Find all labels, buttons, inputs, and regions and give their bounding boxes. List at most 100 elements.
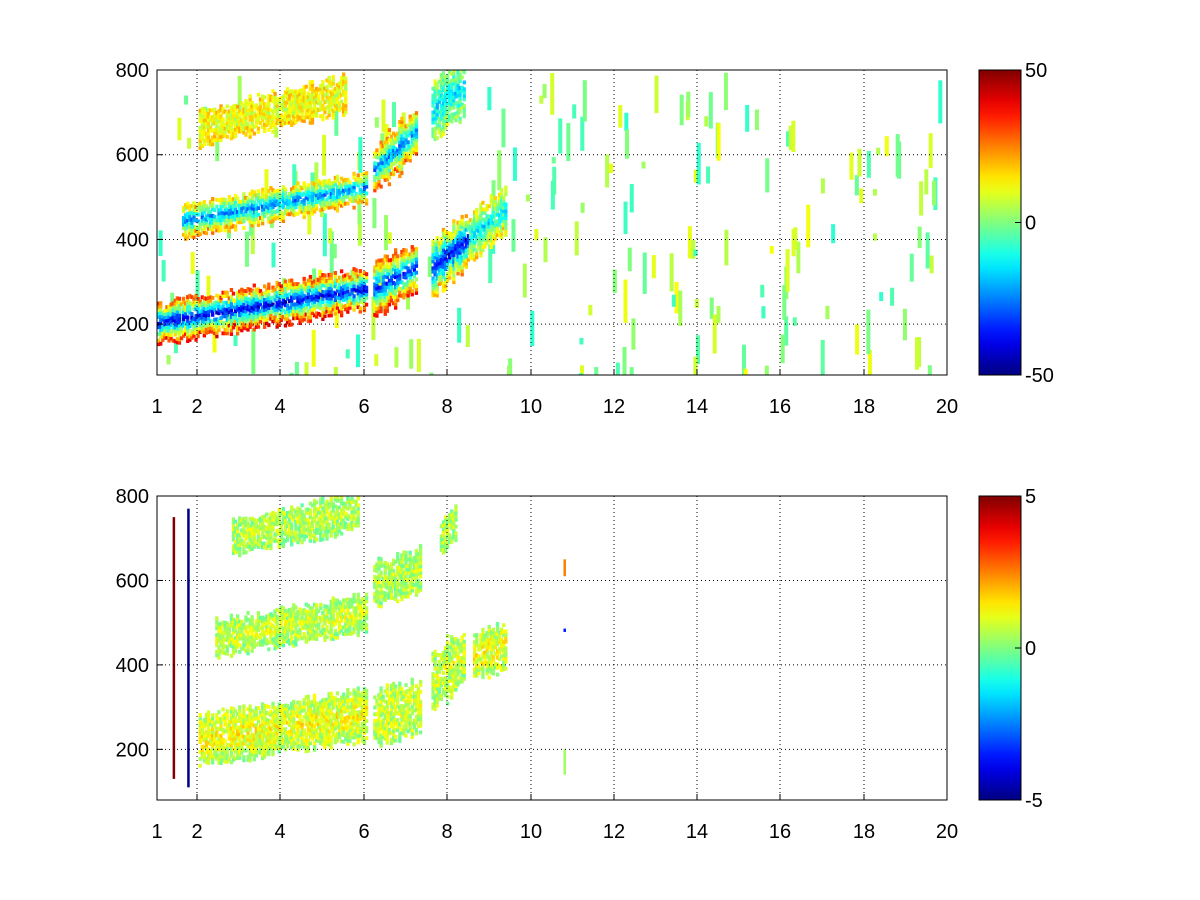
noise-cell — [876, 147, 881, 155]
band-4 — [373, 677, 423, 748]
band-2 — [181, 171, 369, 241]
noise-cell — [304, 362, 309, 375]
spike-3 — [563, 559, 566, 577]
noise-cell — [542, 83, 547, 99]
noise-cell — [215, 137, 220, 162]
noise-cell — [792, 317, 797, 326]
noise-cell — [631, 318, 636, 350]
noise-cell — [709, 297, 714, 319]
noise-cell — [244, 231, 249, 267]
noise-cell — [580, 202, 585, 213]
x-tick-label: 16 — [769, 821, 791, 843]
y-tick-label: 200 — [116, 314, 149, 336]
noise-cell — [579, 365, 584, 375]
noise-cell — [487, 87, 492, 111]
band-1 — [157, 267, 369, 347]
noise-cell — [806, 204, 811, 248]
noise-cell — [374, 354, 379, 366]
noise-cell — [866, 150, 871, 178]
x-tick-label: 4 — [274, 396, 285, 418]
noise-cell — [793, 227, 798, 250]
noise-cell — [357, 194, 362, 225]
noise-cell — [693, 356, 698, 375]
noise-cell — [716, 306, 721, 324]
spike-4 — [563, 628, 566, 632]
noise-cell — [679, 94, 684, 126]
noise-cell — [831, 224, 836, 244]
y-tick-label: 400 — [116, 655, 149, 677]
noise-cell — [550, 72, 555, 115]
x-tick-label: 8 — [441, 821, 452, 843]
noise-cell — [251, 328, 256, 374]
axes-box — [156, 495, 948, 801]
grid — [157, 495, 947, 800]
x-tick-label: 6 — [358, 821, 369, 843]
noise-cell — [902, 308, 907, 341]
noise-cell — [184, 95, 189, 105]
noise-cell — [530, 310, 535, 347]
colorbar-tick-label: 5 — [1025, 486, 1036, 508]
noise-cell — [693, 249, 698, 257]
x-tick-label: 18 — [853, 396, 875, 418]
noise-cell — [704, 116, 709, 127]
x-tick-label: 12 — [603, 396, 625, 418]
band-7 — [431, 70, 466, 141]
noise-cell — [391, 102, 396, 128]
noise-cell — [761, 306, 766, 319]
noise-cell — [854, 175, 859, 196]
noise-cell — [612, 269, 617, 293]
noise-cell — [264, 169, 269, 212]
noise-cell — [526, 194, 531, 202]
x-tick-label: 1 — [151, 396, 162, 418]
noise-cell — [764, 365, 769, 375]
noise-cell — [917, 337, 922, 367]
noise-cell — [618, 104, 623, 128]
noise-cell — [429, 372, 434, 375]
axes-box — [156, 69, 948, 376]
noise-cell — [465, 325, 470, 347]
noise-cell — [212, 333, 217, 353]
noise-cell — [314, 162, 319, 202]
noise-cell — [686, 101, 691, 118]
noise-cell — [539, 95, 544, 104]
noise-cell — [501, 108, 506, 148]
noise-cell — [743, 368, 748, 375]
noise-cell — [497, 150, 502, 191]
noise-cell — [394, 347, 399, 368]
noise-cell — [624, 112, 629, 132]
band-4 — [373, 245, 419, 318]
noise-cell — [507, 365, 512, 375]
x-tick-label: 6 — [358, 396, 369, 418]
noise-cell — [572, 104, 577, 119]
noise-cell — [678, 290, 683, 326]
noise-cell — [654, 75, 659, 114]
noise-cell — [312, 268, 317, 311]
band-3 — [231, 496, 360, 558]
noise-cell — [873, 233, 878, 241]
spike-1 — [172, 517, 176, 779]
noise-cell — [917, 226, 922, 249]
spike-5 — [563, 749, 566, 775]
noise-cell — [890, 287, 895, 306]
noise-cell — [406, 291, 411, 310]
noise-cell — [784, 316, 789, 346]
noise-cell — [551, 157, 556, 164]
noise-cell — [909, 253, 914, 282]
noise-cell — [723, 72, 728, 111]
noise-cell — [491, 244, 496, 254]
noise-cell — [687, 226, 692, 259]
x-tick-label: 2 — [191, 821, 202, 843]
noise-cell — [724, 229, 729, 266]
noise-cell — [311, 329, 316, 367]
noise-cell — [855, 324, 860, 355]
noise-cell — [387, 232, 392, 244]
noise-cell — [488, 244, 493, 284]
noise-cell — [357, 213, 362, 246]
band-8 — [473, 621, 508, 680]
x-tick-label: 10 — [520, 396, 542, 418]
noise-cell — [786, 131, 791, 147]
noise-cell — [742, 344, 747, 375]
noise-cell — [859, 188, 864, 204]
noise-cell — [622, 346, 627, 375]
noise-cell — [782, 284, 787, 320]
